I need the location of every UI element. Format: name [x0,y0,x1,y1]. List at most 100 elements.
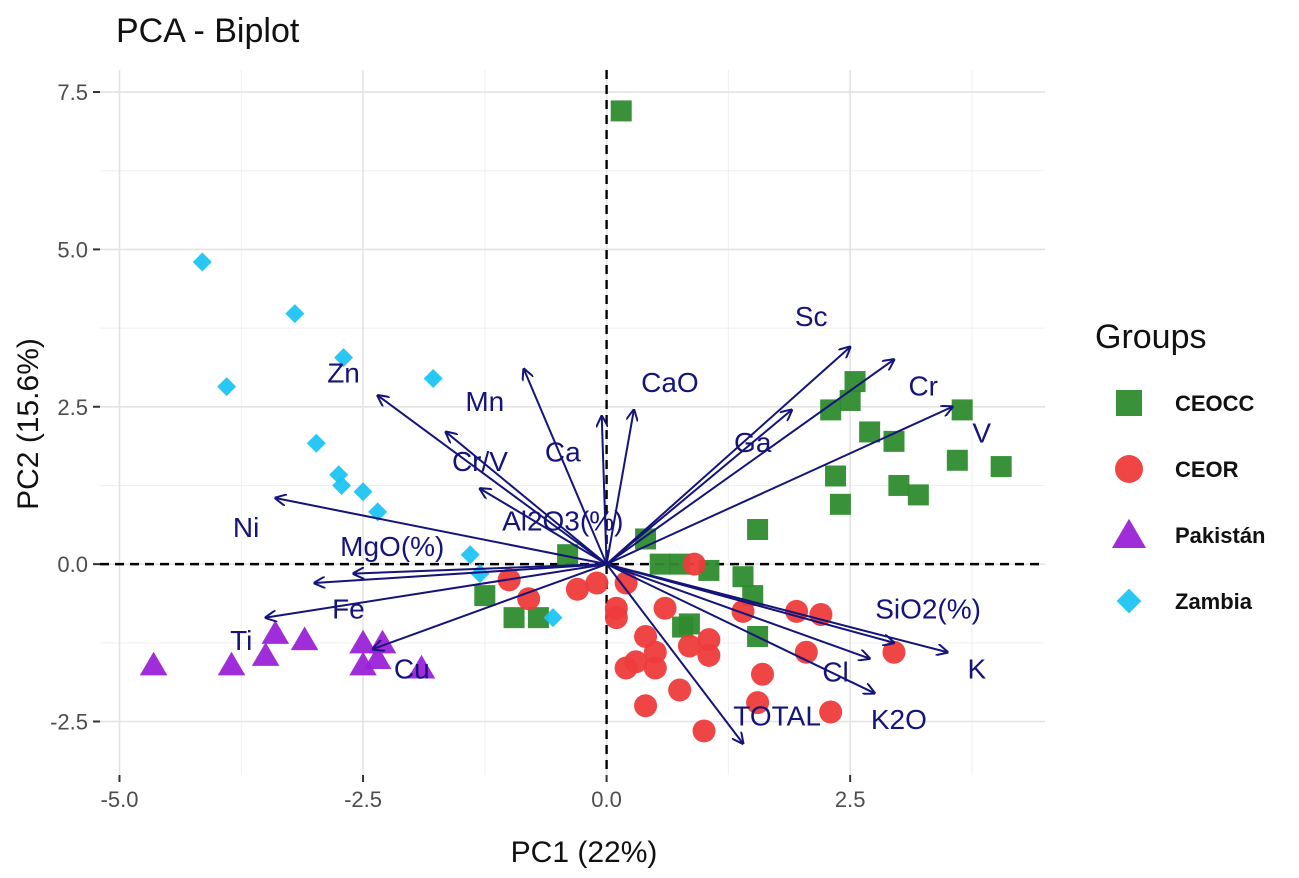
loading-label: Fe [332,594,365,625]
y-axis-title: PC2 (15.6%) [12,338,45,510]
data-point [844,371,866,393]
data-point [423,368,443,388]
loading-arrow [266,563,607,618]
data-point [261,620,290,644]
loading-label: SiO2(%) [875,594,981,625]
data-point [604,606,628,630]
data-point [251,642,280,666]
data-point [697,628,721,652]
data-point [839,389,861,411]
data-point [951,399,973,421]
loading-label: K [967,654,986,685]
data-point [731,599,755,623]
loading-label: TOTAL [733,701,821,732]
legend-key [1116,390,1142,416]
data-point [517,587,541,611]
data-point [747,519,769,541]
loading-arrow [275,498,607,566]
x-tick-label: -5.0 [101,787,139,812]
data-point [697,643,721,667]
legend-key [1111,518,1147,548]
loading-arrow [605,563,743,743]
data-point [750,662,774,686]
data-point [829,493,851,515]
x-tick-label: 2.5 [835,787,866,812]
loading-arrow [606,360,894,565]
x-tick-label: 0.0 [591,787,622,812]
x-tick-label: -2.5 [344,787,382,812]
loading-arrow [605,410,634,565]
data-point [677,634,701,658]
data-point [557,544,579,566]
data-point [990,456,1012,478]
legend-label: Zambia [1175,589,1253,614]
data-point [820,399,842,421]
data-point [363,645,392,670]
data-point [643,656,667,680]
loading-arrow [353,563,607,573]
y-tick-label: 5.0 [57,237,88,262]
data-point [746,691,770,715]
loading-label: Sc [795,301,828,332]
loading-label: Ti [230,625,252,656]
loading-label: Cu [394,654,430,685]
data-point [290,626,319,651]
legend-label: Pakistán [1175,523,1266,548]
loading-label: Ni [233,512,259,543]
data-point [474,585,496,607]
data-point [527,607,549,629]
loading-label: Cr [908,370,938,401]
data-point [407,654,436,679]
grid-lines [100,70,1045,775]
loading-label: V [972,417,991,448]
loading-arrow [378,395,608,565]
data-point [882,640,906,664]
data-point [332,475,352,495]
loading-arrow [446,432,608,565]
loading-arrow [606,563,875,693]
data-point [503,607,525,629]
data-point [349,651,377,676]
loading-label: MgO(%) [340,531,444,562]
data-point [217,651,246,676]
loading-label: Cr/V [452,446,508,477]
loading-label: Al2O3(%) [502,506,623,537]
data-point [682,552,706,576]
loading-arrow [605,410,792,565]
loading-label: Zn [327,358,360,389]
loading-arrow [606,563,870,658]
data-point [946,449,968,471]
data-point [692,719,716,743]
loading-arrow [314,563,607,583]
data-point [643,640,667,664]
data-point [565,577,589,601]
loading-arrows [266,347,953,744]
data-point [859,421,881,443]
loading-arrow [373,563,607,649]
data-point [634,694,658,718]
loading-arrow [524,369,608,565]
data-point [888,474,910,496]
data-point [732,566,754,588]
loading-label: Ca [545,436,581,467]
loading-arrow [602,416,607,565]
legend-key [1115,455,1143,483]
y-tick-label: -2.5 [50,709,88,734]
loading-label: CaO [641,367,699,398]
loading-label: Ga [734,427,772,458]
data-point [139,651,168,676]
data-point [543,608,563,628]
data-point [668,678,692,702]
data-point [585,571,609,595]
loading-arrow [606,563,948,652]
data-point [825,465,847,487]
loading-label: Mn [465,386,504,417]
legend-label: CEOR [1175,457,1239,482]
data-point [192,252,212,272]
data-point [907,484,929,506]
data-point [672,616,694,638]
data-point [610,100,632,122]
loading-labels: Sc Cr V Ga CaO Ca Mn Cr/V Zn Al2O3(%) Ni MgO(%) Fe Ti… [230,301,991,735]
